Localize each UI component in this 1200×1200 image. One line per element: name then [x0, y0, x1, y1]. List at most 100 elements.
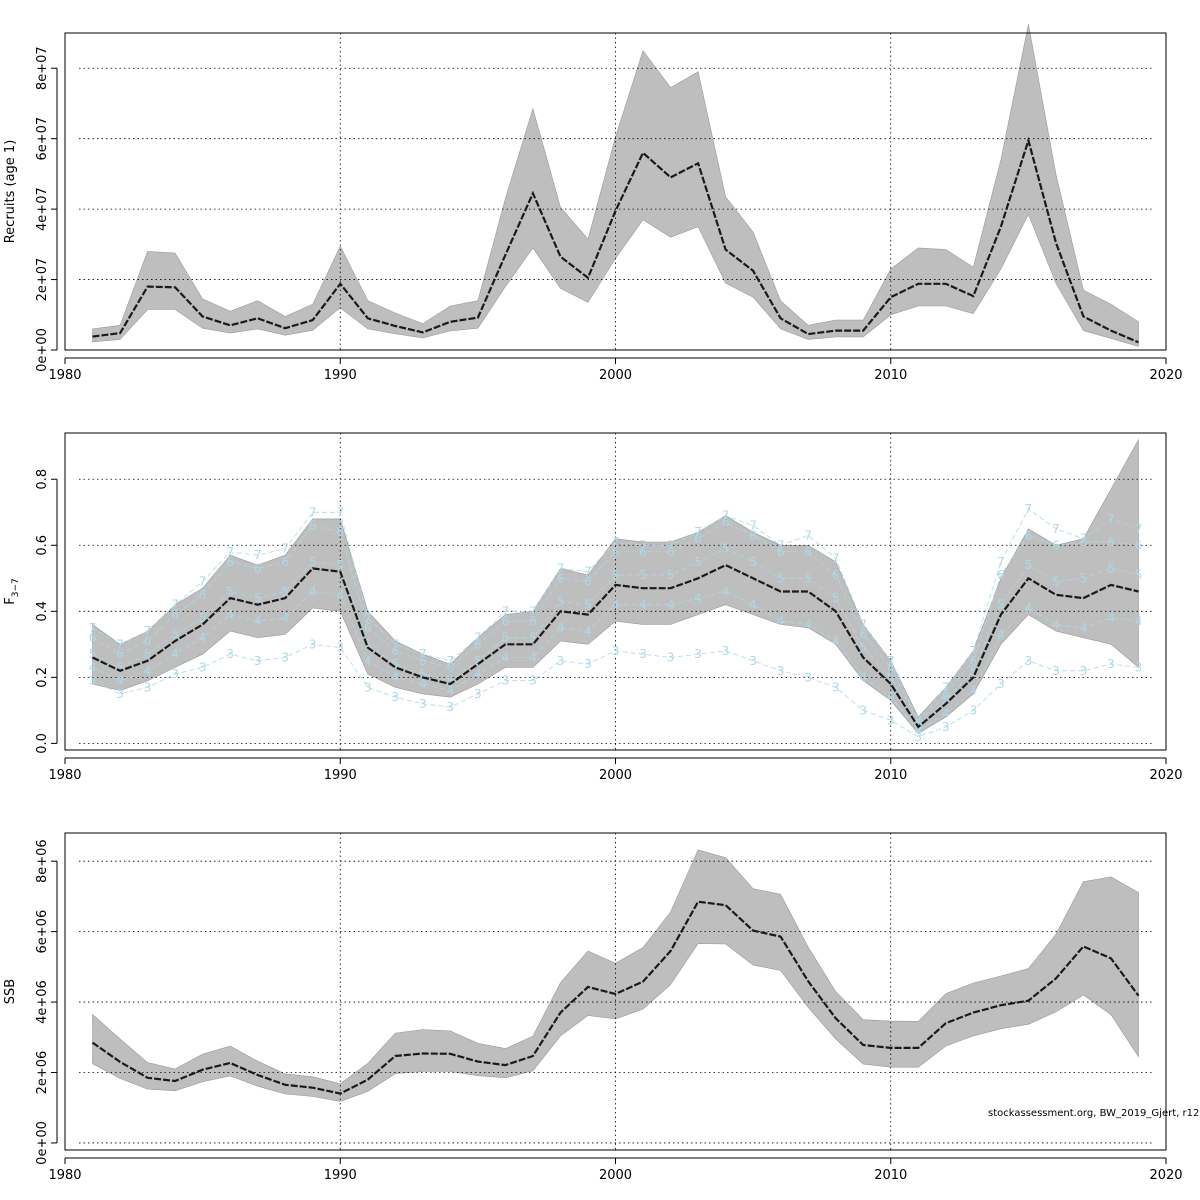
age-5-point-label: 5 — [281, 585, 289, 599]
age-6-point-label: 6 — [584, 575, 592, 589]
age-3-point-label: 3 — [667, 651, 675, 665]
x-tick-label: 2010 — [874, 1168, 907, 1183]
age-6-point-label: 6 — [612, 545, 620, 559]
x-tick-label: 2010 — [874, 368, 907, 383]
x-tick-label: 2000 — [599, 768, 632, 783]
age-3-point-label: 3 — [557, 654, 565, 668]
y-axis-title: Recruits (age 1) — [3, 140, 18, 244]
plot-frame — [64, 432, 1167, 751]
age-5-point-label: 5 — [226, 585, 234, 599]
age-4-point-label: 4 — [474, 667, 482, 681]
age-5-point-label: 5 — [777, 571, 785, 585]
age-5-point-label: 5 — [584, 598, 592, 612]
age-6-point-label: 6 — [116, 647, 124, 661]
age-6-point-label: 6 — [226, 555, 234, 569]
age-7-point-label: 7 — [364, 611, 372, 625]
age-3-line — [92, 643, 1139, 738]
age-6-point-label: 6 — [419, 654, 427, 668]
age-7-point-label: 7 — [1025, 502, 1033, 516]
age-3-point-label: 3 — [89, 674, 97, 688]
age-6-point-label: 6 — [942, 687, 950, 701]
age-3-point-label: 3 — [1080, 664, 1088, 678]
age-5-point-label: 5 — [1080, 571, 1088, 585]
confidence-band — [92, 849, 1139, 1102]
age-7-point-label: 7 — [1135, 522, 1143, 536]
age-5-point-label: 5 — [942, 693, 950, 707]
age-3-point-label: 3 — [116, 687, 124, 701]
age-3-point-label: 3 — [694, 647, 702, 661]
y-axis-title-main: Recruits (age 1) — [3, 140, 18, 244]
age-7-point-label: 7 — [557, 561, 565, 575]
age-5-point-label: 5 — [502, 631, 510, 645]
x-tick-label: 1980 — [48, 1168, 81, 1183]
age-4-point-label: 4 — [529, 651, 537, 665]
age-7-point-label: 7 — [447, 654, 455, 668]
age-5-point-label: 5 — [474, 654, 482, 668]
age-5-point-label: 5 — [171, 627, 179, 641]
y-tick-label: 0.6 — [35, 535, 50, 556]
age-4-point-label: 4 — [749, 598, 757, 612]
age-4-point-label: 4 — [391, 670, 399, 684]
x-tick-label: 1990 — [324, 768, 357, 783]
y-tick-label: 0.0 — [35, 733, 50, 754]
age-7-point-label: 7 — [309, 505, 317, 519]
age-3-point-label: 3 — [639, 647, 647, 661]
y-axis-title-main: SSB — [3, 979, 18, 1004]
x-tick-label: 2020 — [1149, 368, 1182, 383]
y-tick-label: 0e+00 — [35, 1121, 50, 1165]
age-5-point-label: 5 — [887, 670, 895, 684]
age-5-point-label: 5 — [1107, 561, 1115, 575]
age-7-point-label: 7 — [336, 505, 344, 519]
age-7-point-label: 7 — [281, 542, 289, 556]
y-tick-label: 8e+07 — [35, 46, 50, 90]
age-5-point-label: 5 — [529, 631, 537, 645]
age-5-point-label: 5 — [1052, 575, 1060, 589]
age-6-point-label: 6 — [89, 631, 97, 645]
age-6-point-label: 6 — [667, 545, 675, 559]
estimate-line — [91, 900, 1140, 1095]
y-axis-title: F3−7 — [3, 578, 21, 604]
age-6-point-label: 6 — [364, 621, 372, 635]
age-5-point-label: 5 — [749, 555, 757, 569]
y-tick-label: 0.8 — [35, 469, 50, 490]
age-3-point-label: 3 — [997, 677, 1005, 691]
age-7-point-label: 7 — [942, 680, 950, 694]
age-5-line — [92, 548, 1139, 728]
age-6-point-label: 6 — [722, 515, 730, 529]
y-axis-title-subscript: 3−7 — [11, 578, 21, 597]
age-6-point-label: 6 — [1135, 538, 1143, 552]
age-7-point-label: 7 — [584, 565, 592, 579]
age-4-point-label: 4 — [914, 723, 922, 737]
age-5-point-label: 5 — [254, 591, 262, 605]
y-tick-label: 2e+07 — [35, 258, 50, 302]
age-6-point-label: 6 — [639, 545, 647, 559]
x-tick-label: 2020 — [1149, 1168, 1182, 1183]
age-4-point-label: 4 — [364, 654, 372, 668]
age-7-point-label: 7 — [254, 548, 262, 562]
age-7-point-label: 7 — [1080, 532, 1088, 546]
fishing-mortality-panel: 3 3 3 3 3 3 3 3 3 3 3 3 3 3 3 3 3 3 3 3 3 3 3 3 3 3 3 3 3 3 3 3 3 3 3 3 3 3 3 4… — [3, 432, 1183, 783]
age-3-point-label: 3 — [970, 703, 978, 717]
age-3-point-label: 3 — [447, 700, 455, 714]
estimate-line — [92, 563, 1139, 729]
age-5-point-label: 5 — [970, 664, 978, 678]
age-6-point-label: 6 — [199, 588, 207, 602]
age-7-point-label: 7 — [777, 538, 785, 552]
age-7-point-label: 7 — [859, 618, 867, 632]
plot-frame — [64, 32, 1167, 351]
age-3-point-label: 3 — [391, 690, 399, 704]
age-7-point-label: 7 — [116, 637, 124, 651]
footnote: stockassessment.org, BW_2019_Gjert, r123 — [988, 1108, 1200, 1119]
age-3-point-label: 3 — [859, 703, 867, 717]
age-5-point-label: 5 — [722, 542, 730, 556]
y-tick-label: 0.2 — [35, 667, 50, 688]
age-7-point-label: 7 — [1052, 522, 1060, 536]
age-3-point-label: 3 — [832, 680, 840, 694]
age-4-point-label: 4 — [832, 634, 840, 648]
age-5-point-label: 5 — [336, 558, 344, 572]
age-4-point-label: 4 — [336, 588, 344, 602]
age-3-point-label: 3 — [612, 644, 620, 658]
ssb-panel: 1980 1990 2000 2010 2020 0e+00 2e+06 4e+06 6e+06… — [3, 832, 1183, 1183]
age-6-point-label: 6 — [309, 518, 317, 532]
